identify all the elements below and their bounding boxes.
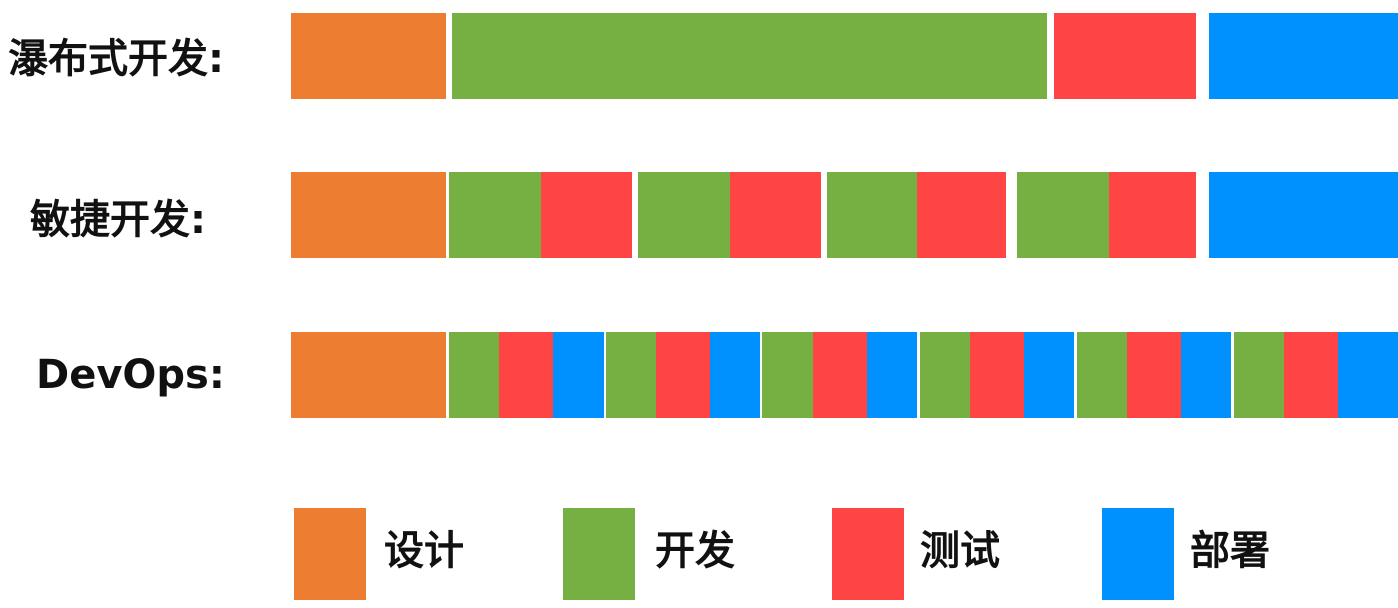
segment-develop (762, 332, 813, 418)
segment-develop (827, 172, 917, 258)
segment-develop (452, 13, 1047, 99)
segment-develop (606, 332, 656, 418)
segment-test (499, 332, 553, 418)
segment-develop (1234, 332, 1284, 418)
segment-develop (1077, 332, 1127, 418)
segment-develop (638, 172, 730, 258)
legend-swatch-deploy (1102, 508, 1174, 600)
legend-label-test: 测试 (920, 528, 1000, 574)
segment-deploy (553, 332, 604, 418)
segment-deploy (1024, 332, 1074, 418)
timeline-waterfall (291, 13, 1398, 99)
segment-test (1127, 332, 1181, 418)
legend-swatch-design (294, 508, 366, 600)
legend-swatch-test (832, 508, 904, 600)
timeline-agile (291, 172, 1398, 258)
segment-develop (920, 332, 970, 418)
segment-design (291, 13, 446, 99)
row-label-waterfall: 瀑布式开发: (8, 36, 224, 82)
segment-design (291, 172, 446, 258)
segment-test (1284, 332, 1338, 418)
segment-test (1109, 172, 1196, 258)
segment-deploy (1209, 13, 1398, 99)
segment-test (656, 332, 710, 418)
segment-deploy (867, 332, 917, 418)
timeline-devops (291, 332, 1398, 418)
legend-swatch-develop (563, 508, 635, 600)
segment-develop (449, 172, 541, 258)
segment-develop (1017, 172, 1109, 258)
segment-test (970, 332, 1024, 418)
row-label-devops: DevOps: (36, 352, 225, 398)
segment-test (730, 172, 821, 258)
segment-deploy (710, 332, 760, 418)
segment-test (541, 172, 632, 258)
segment-test (917, 172, 1006, 258)
segment-deploy (1209, 172, 1398, 258)
segment-design (291, 332, 446, 418)
legend-label-deploy: 部署 (1190, 528, 1270, 574)
legend-label-design: 设计 (384, 528, 464, 574)
segment-develop (449, 332, 499, 418)
segment-test (1054, 13, 1196, 99)
legend-label-develop: 开发 (655, 528, 735, 574)
segment-deploy (1338, 332, 1398, 418)
segment-deploy (1181, 332, 1231, 418)
row-label-agile: 敏捷开发: (30, 197, 206, 243)
segment-test (813, 332, 867, 418)
